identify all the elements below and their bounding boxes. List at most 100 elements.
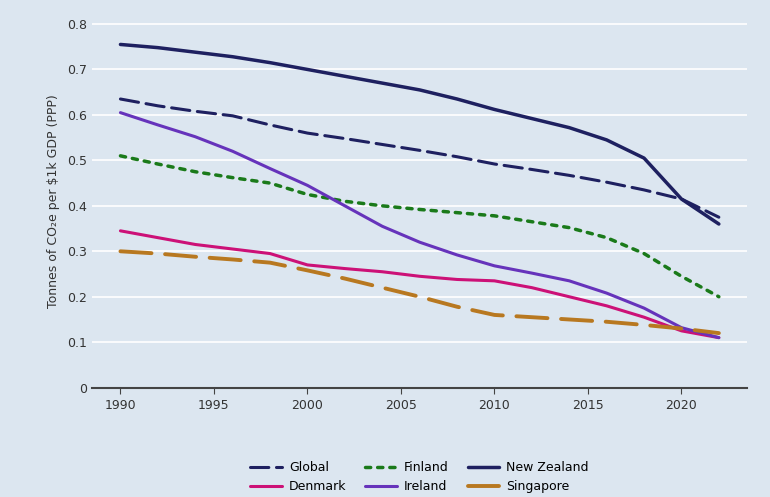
Denmark bbox=[490, 278, 499, 284]
Global bbox=[340, 136, 350, 142]
New Zealand bbox=[191, 49, 200, 55]
New Zealand bbox=[490, 106, 499, 112]
Finland bbox=[303, 191, 312, 197]
Finland bbox=[453, 210, 462, 216]
Denmark bbox=[527, 285, 537, 291]
Singapore bbox=[453, 304, 462, 310]
Global bbox=[191, 108, 200, 114]
Global bbox=[415, 148, 424, 154]
Singapore bbox=[228, 256, 237, 262]
Ireland bbox=[415, 239, 424, 245]
Ireland bbox=[228, 148, 237, 154]
Finland bbox=[377, 203, 387, 209]
Singapore bbox=[266, 259, 275, 265]
Global bbox=[490, 161, 499, 167]
Global bbox=[639, 187, 648, 193]
Denmark bbox=[228, 246, 237, 252]
Denmark bbox=[639, 314, 648, 320]
Finland bbox=[266, 180, 275, 186]
Global bbox=[303, 130, 312, 136]
Legend: Global, Denmark, Finland, Ireland, New Zealand, Singapore: Global, Denmark, Finland, Ireland, New Z… bbox=[250, 461, 589, 493]
Global bbox=[677, 196, 686, 202]
Ireland bbox=[116, 110, 125, 116]
Finland bbox=[490, 213, 499, 219]
Singapore bbox=[527, 314, 537, 320]
Denmark bbox=[677, 328, 686, 334]
Y-axis label: Tonnes of CO₂e per $1k GDP (PPP): Tonnes of CO₂e per $1k GDP (PPP) bbox=[47, 94, 60, 308]
New Zealand bbox=[266, 60, 275, 66]
Denmark bbox=[116, 228, 125, 234]
Ireland bbox=[677, 325, 686, 331]
New Zealand bbox=[340, 73, 350, 79]
Singapore bbox=[340, 275, 350, 281]
Global bbox=[715, 214, 724, 220]
Finland bbox=[228, 174, 237, 180]
Finland bbox=[340, 198, 350, 204]
New Zealand bbox=[639, 155, 648, 161]
Denmark bbox=[266, 250, 275, 256]
Ireland bbox=[490, 263, 499, 269]
Line: Singapore: Singapore bbox=[120, 251, 719, 333]
Singapore bbox=[377, 285, 387, 291]
New Zealand bbox=[303, 67, 312, 73]
Singapore bbox=[153, 250, 162, 256]
Global bbox=[377, 142, 387, 148]
Finland bbox=[639, 250, 648, 256]
Finland bbox=[116, 153, 125, 159]
Denmark bbox=[303, 262, 312, 268]
Singapore bbox=[490, 312, 499, 318]
New Zealand bbox=[453, 96, 462, 102]
Line: New Zealand: New Zealand bbox=[120, 44, 719, 224]
Singapore bbox=[677, 326, 686, 331]
New Zealand bbox=[415, 87, 424, 93]
Global bbox=[266, 122, 275, 128]
Line: Denmark: Denmark bbox=[120, 231, 719, 337]
Ireland bbox=[377, 223, 387, 229]
Ireland bbox=[715, 334, 724, 340]
Ireland bbox=[639, 305, 648, 311]
Denmark bbox=[191, 242, 200, 248]
Ireland bbox=[453, 252, 462, 258]
Ireland bbox=[602, 290, 611, 296]
Denmark bbox=[453, 276, 462, 282]
Ireland bbox=[191, 134, 200, 140]
Finland bbox=[564, 225, 574, 231]
Singapore bbox=[303, 267, 312, 273]
Ireland bbox=[153, 122, 162, 128]
Denmark bbox=[715, 334, 724, 340]
Singapore bbox=[564, 317, 574, 323]
New Zealand bbox=[602, 137, 611, 143]
New Zealand bbox=[116, 41, 125, 47]
Singapore bbox=[415, 294, 424, 300]
Global bbox=[564, 172, 574, 178]
Singapore bbox=[639, 322, 648, 328]
Global bbox=[527, 166, 537, 172]
Singapore bbox=[715, 330, 724, 336]
Denmark bbox=[153, 235, 162, 241]
New Zealand bbox=[153, 45, 162, 51]
New Zealand bbox=[715, 221, 724, 227]
Global bbox=[453, 154, 462, 160]
Singapore bbox=[602, 319, 611, 325]
Ireland bbox=[340, 203, 350, 209]
New Zealand bbox=[377, 80, 387, 86]
New Zealand bbox=[527, 116, 537, 122]
Finland bbox=[415, 206, 424, 212]
Denmark bbox=[602, 303, 611, 309]
Finland bbox=[602, 235, 611, 241]
Denmark bbox=[564, 294, 574, 300]
Line: Finland: Finland bbox=[120, 156, 719, 297]
Singapore bbox=[191, 254, 200, 260]
Singapore bbox=[116, 248, 125, 254]
New Zealand bbox=[564, 125, 574, 131]
New Zealand bbox=[228, 54, 237, 60]
Denmark bbox=[340, 265, 350, 271]
Global bbox=[116, 96, 125, 102]
Denmark bbox=[415, 273, 424, 279]
Finland bbox=[677, 273, 686, 279]
Ireland bbox=[303, 182, 312, 188]
Finland bbox=[527, 219, 537, 225]
Ireland bbox=[266, 166, 275, 171]
Finland bbox=[191, 169, 200, 175]
Line: Global: Global bbox=[120, 99, 719, 217]
